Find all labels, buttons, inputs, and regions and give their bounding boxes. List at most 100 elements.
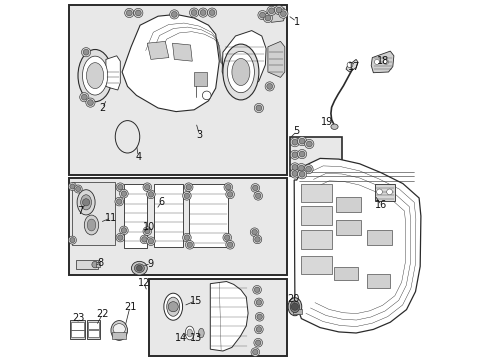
Circle shape <box>266 84 272 89</box>
Circle shape <box>254 287 259 292</box>
Circle shape <box>263 13 272 23</box>
Circle shape <box>306 141 311 147</box>
Circle shape <box>144 229 150 234</box>
Circle shape <box>280 11 285 17</box>
Circle shape <box>185 240 194 249</box>
Ellipse shape <box>78 49 112 102</box>
Circle shape <box>304 165 312 174</box>
Bar <box>71 330 84 337</box>
Circle shape <box>276 7 282 13</box>
Ellipse shape <box>166 297 179 316</box>
Circle shape <box>82 199 89 206</box>
Circle shape <box>148 192 153 197</box>
Circle shape <box>68 183 76 190</box>
Circle shape <box>255 340 260 346</box>
Circle shape <box>76 186 81 192</box>
Text: 18: 18 <box>376 56 388 66</box>
Circle shape <box>182 233 191 242</box>
Circle shape <box>126 10 132 16</box>
Circle shape <box>187 242 192 248</box>
Ellipse shape <box>82 56 107 95</box>
Circle shape <box>133 8 142 18</box>
Circle shape <box>148 239 153 244</box>
Circle shape <box>117 235 123 240</box>
Circle shape <box>255 193 260 199</box>
Circle shape <box>299 171 305 177</box>
Polygon shape <box>222 31 265 92</box>
Bar <box>76 260 98 269</box>
Circle shape <box>291 152 297 158</box>
Circle shape <box>254 103 263 113</box>
Ellipse shape <box>84 215 99 235</box>
Polygon shape <box>106 56 120 90</box>
Circle shape <box>274 5 283 15</box>
Circle shape <box>225 240 234 249</box>
Circle shape <box>291 303 298 310</box>
Circle shape <box>297 136 306 146</box>
Circle shape <box>297 170 306 179</box>
Circle shape <box>120 226 128 235</box>
Polygon shape <box>147 41 168 59</box>
Circle shape <box>264 82 274 91</box>
Ellipse shape <box>231 59 249 86</box>
Circle shape <box>346 62 352 68</box>
Circle shape <box>253 235 261 244</box>
Circle shape <box>297 149 306 159</box>
Circle shape <box>124 8 134 18</box>
Circle shape <box>144 185 150 190</box>
Ellipse shape <box>134 264 144 273</box>
Circle shape <box>254 298 263 307</box>
Bar <box>194 72 206 86</box>
Bar <box>336 220 361 235</box>
Text: 21: 21 <box>123 302 136 312</box>
Circle shape <box>255 312 264 321</box>
Circle shape <box>87 100 93 105</box>
Bar <box>336 197 361 212</box>
Polygon shape <box>188 184 228 247</box>
Circle shape <box>85 98 95 107</box>
Polygon shape <box>153 184 183 247</box>
Text: 2: 2 <box>99 103 105 113</box>
Polygon shape <box>267 41 284 77</box>
Bar <box>301 184 331 202</box>
Circle shape <box>278 9 287 18</box>
Text: 9: 9 <box>147 258 154 269</box>
Ellipse shape <box>87 219 96 231</box>
Text: 12: 12 <box>137 278 150 288</box>
Bar <box>301 256 331 274</box>
Circle shape <box>304 139 313 149</box>
Text: 1: 1 <box>293 17 299 27</box>
Circle shape <box>268 8 274 14</box>
Circle shape <box>70 184 75 189</box>
Circle shape <box>305 166 311 172</box>
Text: 11: 11 <box>105 213 117 223</box>
Circle shape <box>376 189 382 195</box>
Circle shape <box>121 228 126 233</box>
Circle shape <box>250 228 258 237</box>
Ellipse shape <box>86 63 103 89</box>
Circle shape <box>171 12 177 17</box>
Circle shape <box>92 261 98 268</box>
Bar <box>149 279 286 356</box>
Circle shape <box>252 185 258 191</box>
Ellipse shape <box>289 301 299 312</box>
Circle shape <box>68 236 76 244</box>
Circle shape <box>121 191 126 197</box>
Circle shape <box>290 150 299 159</box>
Circle shape <box>81 48 90 57</box>
Circle shape <box>168 302 178 312</box>
Circle shape <box>227 242 232 248</box>
Bar <box>366 274 389 288</box>
Circle shape <box>252 349 258 355</box>
Polygon shape <box>123 184 147 248</box>
Circle shape <box>291 165 297 170</box>
Circle shape <box>184 193 189 199</box>
Text: 14: 14 <box>175 333 187 343</box>
Circle shape <box>223 233 231 242</box>
Ellipse shape <box>287 298 301 316</box>
Circle shape <box>202 91 211 100</box>
Ellipse shape <box>77 190 95 215</box>
Circle shape <box>225 190 234 199</box>
Circle shape <box>146 190 155 199</box>
Polygon shape <box>122 14 219 112</box>
